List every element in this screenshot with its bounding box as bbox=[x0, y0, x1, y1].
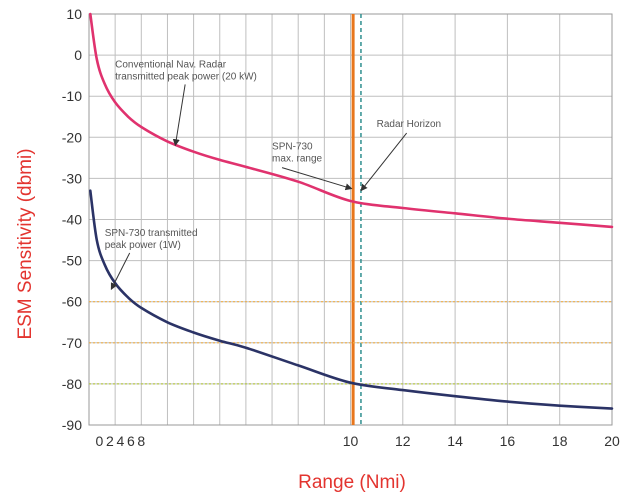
y-tick-label: -50 bbox=[62, 253, 82, 269]
annotation-arrow bbox=[281, 167, 353, 191]
annotation-text: Conventional Nav. Radar bbox=[115, 59, 227, 70]
y-tick-label: -80 bbox=[62, 376, 82, 392]
x-tick-label: 12 bbox=[395, 433, 411, 449]
plot-frame bbox=[88, 13, 613, 426]
x-tick-label: 18 bbox=[552, 433, 568, 449]
series-layer bbox=[89, 12, 614, 410]
annotation-arrow bbox=[172, 84, 186, 147]
x-tick-label: 8 bbox=[137, 433, 145, 449]
y-axis-title: ESM Sensitivity (dbmi) bbox=[15, 148, 36, 339]
y-tick-label: -30 bbox=[62, 170, 82, 186]
x-tick-label: 4 bbox=[116, 433, 124, 449]
annotation-text: SPN-730 bbox=[272, 142, 313, 153]
x-tick-label: 14 bbox=[447, 433, 463, 449]
grid bbox=[88, 13, 613, 426]
y-tick-label: -70 bbox=[62, 335, 82, 351]
annotation-arrow bbox=[360, 132, 408, 192]
annotation-arrow bbox=[110, 252, 131, 290]
annotation-3: Radar Horizon bbox=[360, 119, 441, 192]
y-tick-label: -20 bbox=[62, 129, 82, 145]
annotation-text: peak power (1W) bbox=[105, 240, 181, 251]
x-tick-label: 0 bbox=[96, 433, 104, 449]
ticks: 100-10-20-30-40-50-60-70-80-900 2 4 6 8 10 12 1… bbox=[62, 6, 620, 449]
y-tick-label: -60 bbox=[62, 294, 82, 310]
annotation-text: max. range bbox=[272, 154, 322, 165]
annotation-text: Radar Horizon bbox=[377, 119, 441, 130]
y-tick-label: -10 bbox=[62, 88, 82, 104]
series-line-1 bbox=[89, 12, 614, 229]
x-tick-label: 2 bbox=[106, 433, 114, 449]
y-tick-label: 10 bbox=[66, 6, 82, 22]
x-axis-title: Range (Nmi) bbox=[298, 472, 406, 493]
annotation-text: transmitted peak power (20 kW) bbox=[115, 71, 257, 82]
annotation-text: SPN-730 transmitted bbox=[105, 228, 198, 239]
x-tick-label: 16 bbox=[500, 433, 516, 449]
x-tick-label: 20 bbox=[604, 433, 620, 449]
y-tick-label: -90 bbox=[62, 417, 82, 433]
y-tick-label: 0 bbox=[74, 47, 82, 63]
series-line-2 bbox=[89, 189, 614, 410]
x-tick-label: 10 bbox=[343, 433, 359, 449]
x-tick-label: 6 bbox=[127, 433, 135, 449]
y-tick-label: -40 bbox=[62, 212, 82, 228]
